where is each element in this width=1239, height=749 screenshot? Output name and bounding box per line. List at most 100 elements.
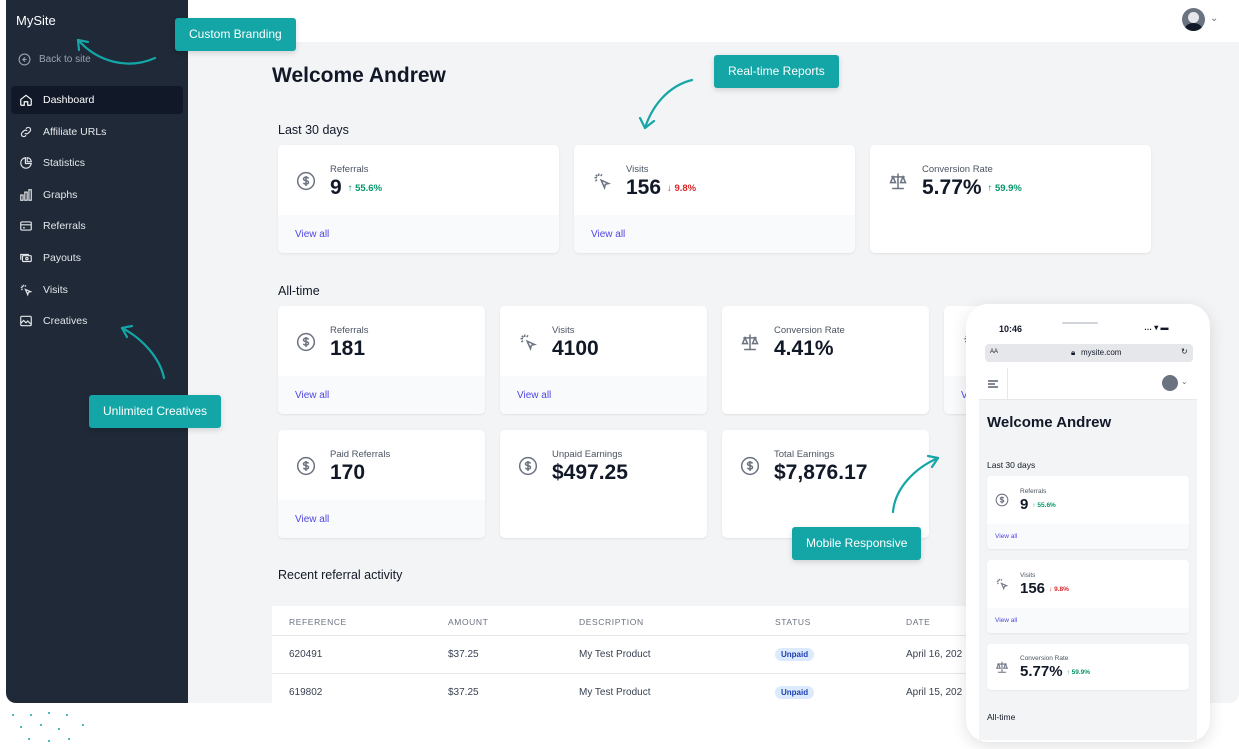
stat-change: ↑ 55.6% <box>347 183 383 194</box>
column-header: DESCRIPTION <box>579 617 644 627</box>
mobile-status-icons: … ▾ ▬ <box>1144 323 1169 332</box>
mobile-url-text: mysite.com <box>1081 348 1122 357</box>
decorative-dots <box>10 712 90 748</box>
cursor-click-icon <box>996 578 1009 591</box>
back-to-site-link[interactable]: Back to site <box>18 53 91 66</box>
referral-table: REFERENCE AMOUNT DESCRIPTION STATUS DATE… <box>272 606 972 703</box>
view-all-link[interactable]: View all <box>987 524 1189 549</box>
cursor-click-icon <box>20 284 33 297</box>
sidebar-item-label: Statistics <box>43 157 86 170</box>
stat-label: Referrals <box>330 164 369 175</box>
view-all-link[interactable]: View all <box>987 608 1189 633</box>
stat-value: $7,876.17 <box>774 461 868 484</box>
mobile-section-title: Last 30 days <box>987 460 1036 470</box>
hamburger-menu-icon[interactable] <box>988 380 998 388</box>
stat-label: Referrals <box>1020 488 1047 495</box>
sidebar-item-dashboard[interactable]: Dashboard <box>11 86 183 114</box>
mobile-url-bar[interactable]: AA 🔒︎ mysite.com ↻ <box>985 344 1193 362</box>
brand-logo[interactable]: MySite <box>16 13 56 28</box>
stat-value-number: 5.77% <box>1020 663 1063 680</box>
user-avatar[interactable] <box>1182 8 1205 31</box>
sidebar-item-label: Graphs <box>43 188 78 201</box>
dollar-circle-icon <box>296 171 316 191</box>
stat-change-value: 59.9% <box>994 183 1022 194</box>
stat-label: Visits <box>626 164 649 175</box>
lock-icon: 🔒︎ <box>1071 348 1076 357</box>
mobile-section-title: All-time <box>987 712 1016 722</box>
callout-custom-branding: Custom Branding <box>175 18 296 51</box>
stat-value-number: 156 <box>1020 580 1046 597</box>
view-all-link[interactable]: View all <box>278 376 485 414</box>
sidebar-item-statistics[interactable]: Statistics <box>11 149 183 177</box>
cursor-click-icon <box>594 173 611 190</box>
sidebar-item-payouts[interactable]: Payouts <box>11 244 183 272</box>
sidebar-item-label: Visits <box>43 283 68 296</box>
mobile-body: Welcome Andrew Last 30 days Referrals 9 ↑… <box>979 400 1197 740</box>
text-size-button[interactable]: AA <box>990 349 999 355</box>
mobile-avatar[interactable] <box>1162 375 1178 391</box>
status-badge: Unpaid <box>775 686 815 699</box>
cash-icon <box>20 253 32 263</box>
callout-mobile-responsive: Mobile Responsive <box>792 527 922 560</box>
stat-change-value: 55.6% <box>1037 502 1056 509</box>
stat-label: Conversion Rate <box>922 164 993 175</box>
mobile-header: ⌄ <box>979 368 1197 400</box>
cell-amount: $37.25 <box>448 649 479 660</box>
stat-card-conversion-rate: Conversion Rate 5.77% ↑ 59.9% <box>870 145 1151 253</box>
stat-value: 156 ↓ 9.8% <box>1020 580 1069 597</box>
sidebar-item-label: Affiliate URLs <box>43 125 107 138</box>
stat-change-value: 59.9% <box>1071 669 1091 676</box>
sidebar: MySite Back to site Dashboard Affiliate … <box>6 0 188 703</box>
sidebar-item-graphs[interactable]: Graphs <box>11 181 183 209</box>
cell-date: April 16, 202 <box>906 649 963 660</box>
stat-label: Conversion Rate <box>774 325 845 336</box>
arrow-branding <box>76 38 157 65</box>
stat-label: Total Earnings <box>774 449 835 460</box>
header-divider <box>1007 368 1008 400</box>
column-header: AMOUNT <box>448 617 489 627</box>
mobile-stat-card-visits: Visits 156 ↓ 9.8% View all <box>987 560 1189 633</box>
stat-value-number: 9 <box>1020 496 1029 513</box>
cell-date: April 15, 202 <box>906 687 963 698</box>
stat-value: 181 <box>330 337 366 360</box>
reload-icon[interactable]: ↻ <box>1181 347 1188 356</box>
stat-label: Conversion Rate <box>1020 655 1069 662</box>
stat-value: 156 ↓ 9.8% <box>626 176 696 200</box>
view-all-link[interactable]: View all <box>278 215 559 253</box>
view-all-link[interactable]: View all <box>500 376 707 414</box>
sidebar-item-visits[interactable]: Visits <box>11 276 183 304</box>
view-all-link[interactable]: View all <box>278 500 485 538</box>
stat-label: Visits <box>552 325 575 336</box>
stat-card-conversion-alltime: Conversion Rate 4.41% <box>722 306 929 414</box>
arrow-left-circle-icon <box>18 53 31 66</box>
status-badge: Unpaid <box>775 648 815 661</box>
dollar-circle-icon <box>740 456 760 476</box>
stat-value: 4100 <box>552 337 599 360</box>
chevron-down-icon[interactable]: ⌄ <box>1210 13 1219 24</box>
bar-chart-icon <box>20 188 32 201</box>
stat-change-value: 9.8% <box>1054 586 1069 593</box>
chevron-down-icon[interactable]: ⌄ <box>1181 377 1188 386</box>
stat-card-referrals-alltime: Referrals 181 View all <box>278 306 485 414</box>
stat-change: ↑ 59.9% <box>1066 669 1091 676</box>
mobile-stat-card-conversion: Conversion Rate 5.77% ↑ 59.9% <box>987 644 1189 690</box>
stat-value: 9 ↑ 55.6% <box>330 176 382 200</box>
stat-label: Referrals <box>330 325 369 336</box>
dollar-circle-icon <box>995 493 1009 507</box>
mobile-notch-bar <box>1062 322 1098 324</box>
section-title-all-time: All-time <box>278 284 320 298</box>
dollar-circle-icon <box>518 456 538 476</box>
top-bar <box>188 0 1239 42</box>
mobile-mockup: 10:46 … ▾ ▬ AA 🔒︎ mysite.com ↻ ⌄ Welcome… <box>966 304 1210 742</box>
column-header: REFERENCE <box>289 617 347 627</box>
stat-value-number: 156 <box>626 176 662 199</box>
home-icon <box>20 94 32 106</box>
view-all-link[interactable]: View all <box>574 215 855 253</box>
sidebar-item-creatives[interactable]: Creatives <box>11 307 183 335</box>
column-header: DATE <box>906 617 931 627</box>
stat-value-number: 9 <box>330 176 342 199</box>
cell-reference: 620491 <box>289 649 323 660</box>
sidebar-item-referrals[interactable]: Referrals <box>11 212 183 240</box>
sidebar-item-affiliate-urls[interactable]: Affiliate URLs <box>11 118 183 146</box>
